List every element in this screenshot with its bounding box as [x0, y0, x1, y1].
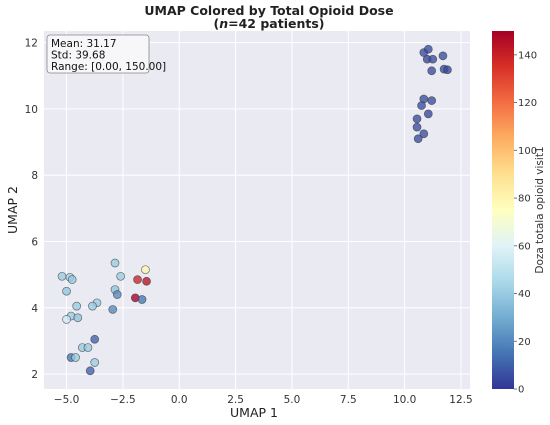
x-axis-label: UMAP 1 — [230, 405, 278, 420]
data-point — [116, 271, 125, 281]
colorbar-tick-label: 60 — [518, 241, 531, 252]
data-point — [428, 54, 438, 64]
y-axis-label: UMAP 2 — [5, 186, 20, 234]
x-tick-label: −5.0 — [54, 394, 80, 406]
data-point — [141, 265, 150, 275]
subtitle-suffix: =42 patients) — [228, 16, 324, 31]
data-point — [90, 358, 100, 367]
stats-range: Range: [0.00, 150.00] — [51, 61, 166, 73]
data-point — [423, 44, 433, 54]
colorbar-tick-label: 120 — [518, 98, 537, 109]
data-point — [85, 366, 95, 376]
data-point — [427, 96, 437, 105]
data-point — [427, 66, 437, 76]
colorbar-tick-label: 100 — [518, 146, 537, 157]
data-points — [57, 44, 452, 376]
data-point — [72, 301, 82, 311]
data-point — [62, 286, 71, 296]
x-tick-labels: −5.0 −2.5 0.0 2.5 5.0 7.5 10.0 12.5 — [54, 394, 473, 406]
x-tick-label: 5.0 — [284, 394, 301, 406]
x-tick-label: 7.5 — [340, 394, 357, 406]
chart-title: UMAP Colored by Total Opioid Dose — [144, 3, 393, 18]
data-point — [137, 295, 147, 304]
colorbar-tick-label: 0 — [518, 385, 524, 396]
data-point — [438, 51, 448, 61]
stats-box: Mean: 31.17 Std: 39.68 Range: [0.00, 150… — [46, 34, 166, 74]
data-point — [57, 271, 67, 281]
data-point — [108, 305, 118, 314]
y-tick-label: 4 — [31, 303, 38, 315]
subtitle-italic-n: n — [219, 16, 228, 31]
x-tick-label: −2.5 — [110, 394, 136, 406]
x-tick-label: 2.5 — [227, 394, 244, 406]
data-point — [88, 301, 97, 311]
data-point — [142, 276, 151, 286]
data-point — [133, 275, 142, 284]
y-tick-label: 2 — [31, 369, 38, 381]
x-tick-label: 0.0 — [171, 394, 188, 406]
data-point — [412, 122, 422, 132]
data-point — [90, 334, 100, 344]
data-point — [423, 109, 433, 119]
colorbar-tick-label: 20 — [518, 337, 531, 348]
data-point — [412, 114, 422, 124]
chart-subtitle: (n=42 patients) — [214, 16, 325, 31]
data-point — [413, 134, 423, 144]
subtitle-prefix: ( — [214, 16, 220, 31]
colorbar-tick-label: 80 — [518, 194, 531, 205]
data-point — [419, 129, 429, 139]
data-point — [110, 258, 120, 268]
data-point — [67, 275, 77, 284]
data-point — [112, 290, 122, 299]
data-point — [443, 65, 452, 75]
data-point — [71, 353, 80, 362]
y-tick-label: 8 — [31, 170, 38, 182]
data-point — [83, 343, 93, 352]
colorbar — [492, 31, 514, 389]
x-tick-label: 10.0 — [393, 394, 416, 406]
data-point — [417, 101, 426, 110]
colorbar-tick-label: 40 — [518, 289, 531, 300]
data-point — [62, 315, 71, 324]
y-tick-label: 10 — [25, 104, 38, 116]
stats-box-background — [46, 34, 150, 74]
stats-std: Std: 39.68 — [51, 50, 105, 62]
colorbar-label: Doza totala opioid visit1 — [534, 146, 546, 273]
x-tick-label: 12.5 — [449, 394, 472, 406]
y-tick-label: 6 — [31, 236, 38, 248]
y-tick-label: 12 — [25, 38, 38, 50]
data-point — [73, 313, 83, 323]
plot-area — [44, 31, 470, 389]
y-tick-labels: 2 4 6 8 10 12 — [25, 38, 39, 381]
colorbar-ticks: 0 20 40 60 80 100 120 140 — [514, 50, 537, 396]
stats-mean: Mean: 31.17 — [51, 38, 117, 50]
colorbar-tick-label: 140 — [518, 50, 537, 61]
